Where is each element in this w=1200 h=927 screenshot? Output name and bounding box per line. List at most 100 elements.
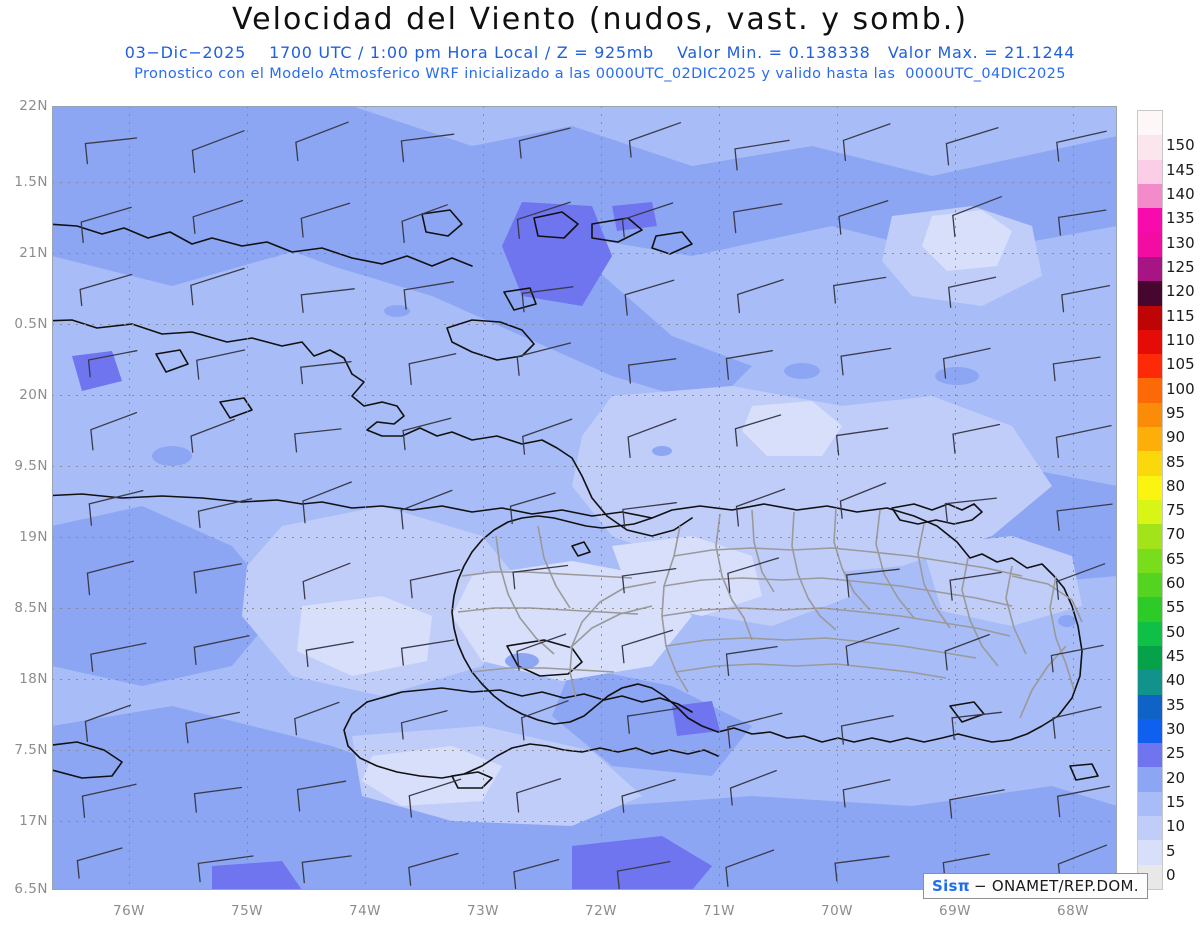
colorbar-tick-label: 60: [1166, 574, 1186, 593]
wind-barb: [622, 502, 677, 529]
wind-barb: [302, 562, 351, 600]
y-axis-tick-label: 1.5N: [14, 174, 48, 190]
colorbar-cell: [1138, 305, 1162, 330]
wind-barb: [518, 127, 571, 159]
y-axis-tick-label: 0.5N: [14, 316, 48, 332]
wind-barb: [839, 482, 887, 519]
colorbar-tick-label: 130: [1166, 233, 1195, 252]
wind-barb: [1056, 563, 1106, 600]
forecast-meta-line: 03−Dic−2025 1700 UTC / 1:00 pm Hora Loca…: [124, 43, 1076, 62]
colorbar-cell: [1138, 451, 1162, 476]
page-title: Velocidad del Viento (nudos, vast. y som…: [231, 2, 969, 37]
onamet-logo: Sisπ − ONAMET/REP.DOM.: [923, 873, 1148, 899]
colorbar-cell: [1138, 645, 1162, 671]
colorbar-cell: [1138, 281, 1162, 306]
colorbar-tick-label: 85: [1166, 452, 1186, 471]
wind-barb: [628, 122, 682, 158]
wind-barb: [301, 855, 352, 884]
colorbar-cell: [1138, 208, 1162, 233]
wind-barb: [1056, 785, 1110, 818]
x-axis-tick-label: 74W: [348, 903, 382, 919]
wind-speed-map[interactable]: [52, 106, 1117, 890]
wind-barb: [300, 288, 355, 313]
wind-barb: [193, 563, 242, 594]
wind-barb: [305, 641, 354, 668]
wind-barb: [842, 779, 891, 808]
wind-barb: [516, 633, 567, 671]
wind-barb: [296, 780, 347, 812]
colorbar-tick-label: 0: [1166, 865, 1176, 884]
wind-barb: [403, 281, 455, 310]
colorbar-tick-label: 5: [1166, 841, 1176, 860]
wind-barb: [735, 488, 786, 527]
y-axis-tick-label: 18N: [19, 671, 48, 687]
wind-barb: [1057, 209, 1107, 236]
wind-barb: [516, 201, 571, 239]
logo-brand: Sisπ: [932, 877, 970, 895]
wind-barb: [838, 200, 889, 235]
wind-barb: [400, 133, 455, 163]
coastline-overlay: [52, 209, 1099, 789]
wind-barb: [185, 711, 241, 744]
wind-barb: [512, 564, 569, 590]
wind-barb: [951, 711, 1003, 740]
wind-barb: [408, 852, 459, 886]
x-axis-tick-label: 73W: [466, 903, 500, 919]
wind-barb: [400, 489, 453, 530]
wind-barb: [627, 418, 677, 459]
wind-barb: [944, 633, 990, 671]
wind-barb: [621, 202, 674, 238]
colorbar-tick-label: 35: [1166, 695, 1186, 714]
colorbar-tick-label: 90: [1166, 428, 1186, 447]
colorbar-tick-label: 150: [1166, 136, 1195, 155]
wind-barb: [1056, 130, 1107, 162]
wind-barb: [293, 428, 342, 453]
wind-barb: [734, 139, 790, 171]
colorbar-tick-label: 75: [1166, 501, 1186, 520]
wind-barb: [408, 353, 457, 386]
wind-barb: [729, 769, 777, 806]
colorbar-cell: [1138, 524, 1162, 549]
colorbar-tick-label: 120: [1166, 282, 1195, 301]
colorbar-cell: [1138, 694, 1162, 719]
x-axis-tick-label: 76W: [112, 903, 146, 919]
model-info-line: Pronostico con el Modelo Atmosferico WRF…: [134, 66, 1066, 82]
wind-barb: [79, 273, 133, 307]
wind-barb: [835, 427, 889, 456]
wind-barb: [947, 276, 997, 308]
wind-barb: [87, 350, 138, 378]
wind-barb: [627, 358, 677, 384]
wind-barb: [840, 715, 894, 745]
wind-barb: [197, 855, 254, 883]
wind-barb: [626, 707, 679, 734]
y-axis-tick-label: 19N: [19, 529, 48, 545]
wind-barb: [300, 202, 351, 238]
wind-barb: [400, 639, 455, 666]
wind-barb: [832, 276, 887, 304]
wind-barbs: [76, 121, 1113, 890]
wind-barb: [952, 423, 1001, 454]
wind-barb: [401, 204, 448, 244]
wind-barb: [409, 569, 461, 599]
colorbar[interactable]: [1137, 110, 1163, 890]
wind-barb: [624, 279, 675, 316]
colorbar-tick-label: 100: [1166, 379, 1195, 398]
colorbar-cell: [1138, 183, 1162, 209]
colorbar-cell: [1138, 402, 1162, 428]
colorbar-cell: [1138, 256, 1162, 282]
y-axis-tick-label: 7.5N: [14, 742, 48, 758]
colorbar-tick-label: 65: [1166, 549, 1186, 568]
colorbar-cell: [1138, 354, 1162, 379]
wind-barb: [402, 417, 452, 451]
wind-barb: [942, 347, 991, 379]
y-axis-tick-label: 8.5N: [14, 600, 48, 616]
colorbar-cell: [1138, 111, 1162, 136]
wind-barb: [80, 206, 132, 244]
colorbar-cell: [1138, 597, 1162, 622]
wind-barb: [196, 349, 246, 380]
wind-barb: [842, 123, 891, 162]
y-axis-tick-label: 6.5N: [14, 881, 48, 897]
wind-barb: [294, 701, 340, 736]
wind-barb: [945, 127, 999, 166]
colorbar-tick-label: 125: [1166, 258, 1195, 277]
